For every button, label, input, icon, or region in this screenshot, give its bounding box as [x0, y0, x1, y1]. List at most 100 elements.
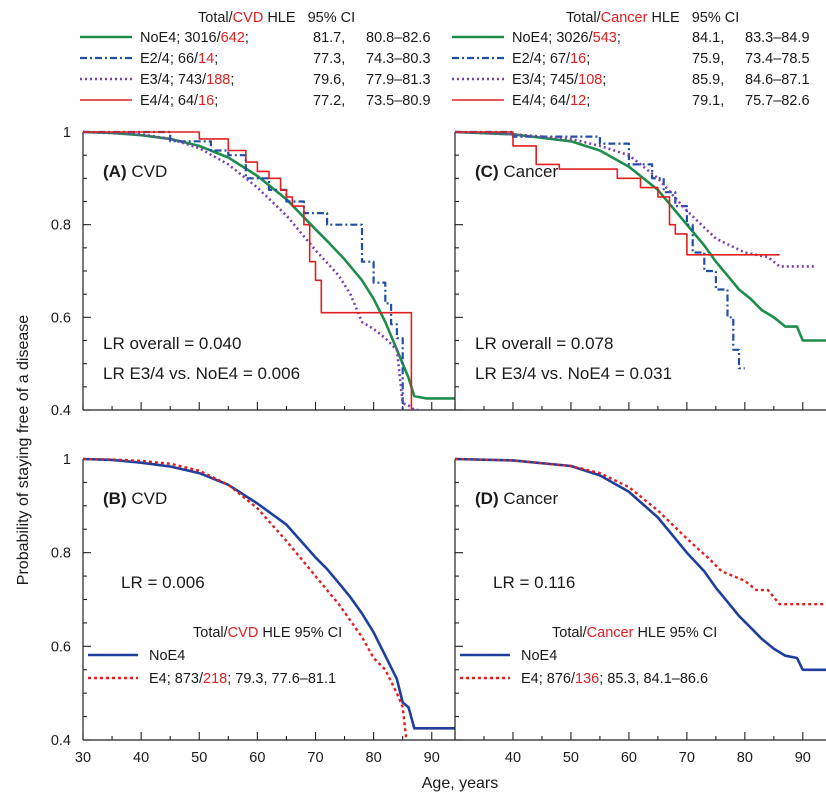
legend-row-e2-4: E2/4; 66/14; — [140, 51, 218, 67]
legend-name: E2/4; — [140, 51, 178, 67]
legend-header-post: HLE 95% CI — [263, 10, 355, 26]
lr-e34-annotation: LR E3/4 vs. NoE4 = 0.031 — [475, 364, 672, 383]
legend-events: 14 — [198, 51, 214, 67]
legend-name: NoE4; — [140, 30, 184, 46]
y-tick-label: 0.4 — [51, 403, 71, 419]
legend-sep: ; — [214, 51, 218, 67]
legend-header-event: CVD — [233, 10, 264, 26]
series-line-noe4 — [455, 457, 826, 672]
legend-events: 16 — [570, 51, 586, 67]
x-tick-label: 70 — [307, 750, 323, 766]
y-tick-label: 1 — [63, 452, 71, 468]
legend-row-e4-4: E4/4; 64/16; — [140, 93, 218, 109]
legend-events: 136 — [575, 671, 599, 687]
legend-row-e4-4: E4/4; 64/12; — [512, 93, 590, 109]
y-tick-label: 0.6 — [51, 310, 71, 326]
legend-ci: 73.4–78.5 — [745, 51, 810, 67]
legend-events: 108 — [578, 72, 602, 88]
legend-total: 743/ — [178, 72, 207, 88]
panel-legend-header: Total/Cancer HLE 95% CI — [552, 625, 717, 641]
legend-row-e3-4: E3/4; 745/108; — [512, 72, 606, 88]
legend-name: E3/4; — [140, 72, 178, 88]
legend-ci: 84.6–87.1 — [745, 72, 810, 88]
legend-events: 188 — [206, 72, 230, 88]
legend-total: 3016/ — [184, 30, 221, 46]
legend-total: 64/ — [178, 93, 199, 109]
y-tick-label: 0.8 — [51, 546, 71, 562]
legend-total: 66/ — [178, 51, 199, 67]
x-tick-label: 30 — [75, 750, 91, 766]
legend-total: E4; 876/ — [521, 671, 576, 687]
x-tick-label: 70 — [679, 750, 695, 766]
legend-ci: 77.9–81.3 — [366, 72, 431, 88]
legend-total: 67/ — [550, 51, 571, 67]
series-line-e4-4 — [455, 131, 780, 256]
y-tick-label: 0.4 — [51, 733, 71, 749]
panel-label: (A) CVD — [103, 162, 167, 181]
panel-title: Cancer — [499, 489, 559, 508]
legend-hle: 84.1, — [692, 30, 724, 46]
legend-total: 64/ — [550, 93, 571, 109]
legend-ci: 73.5–80.9 — [366, 93, 431, 109]
legend-hle: 85.9, — [692, 72, 724, 88]
series-line-e2-4 — [83, 130, 404, 410]
x-tick-label: 50 — [563, 750, 579, 766]
x-tick-label: 90 — [795, 750, 811, 766]
legend-total: 3026/ — [556, 30, 593, 46]
legend-header-event: Cancer — [601, 10, 648, 26]
legend-ci: 75.7–82.6 — [745, 93, 810, 109]
legend-row-e4: E4; 876/136; 85.3, 84.1–86.6 — [521, 671, 708, 687]
y-tick-label: 0.8 — [51, 218, 71, 234]
legend-ci: 74.3–80.3 — [366, 51, 431, 67]
legend-sep: ; — [617, 30, 621, 46]
legend-stats: ; 85.3, 84.1–86.6 — [599, 671, 708, 687]
lr-annotation: LR = 0.116 — [493, 573, 575, 592]
legend-events: 642 — [221, 30, 245, 46]
lr-annotation: LR = 0.006 — [121, 573, 205, 592]
legend-hle: 79.1, — [692, 93, 724, 109]
legend-total: 745/ — [550, 72, 579, 88]
legend-cancer-header: Total/Cancer HLE 95% CI — [566, 10, 739, 26]
legend-cancer: Total/Cancer HLE 95% CI NoE4; 3026/543; 8… — [452, 10, 810, 109]
legend-row-noe4: NoE4; 3016/642; — [140, 30, 249, 46]
panel-label: (C) Cancer — [475, 162, 558, 181]
panel-letter: (B) — [103, 489, 127, 508]
x-tick-label: 60 — [249, 750, 265, 766]
legend-row-e4: E4; 873/218; 79.3, 77.6–81.1 — [149, 671, 336, 687]
legend-name: E4/4; — [140, 93, 178, 109]
legend-ci: 83.3–84.9 — [745, 30, 810, 46]
series-line-e4 — [83, 457, 408, 740]
legend-row-noe4: NoE4 — [521, 648, 557, 664]
panel-title: Cancer — [499, 162, 559, 181]
x-tick-label: 90 — [424, 750, 440, 766]
legend-hle: 77.2, — [313, 93, 345, 109]
legend-hle: 79.6, — [313, 72, 345, 88]
legend-sep: ; — [245, 30, 249, 46]
lr-overall-annotation: LR overall = 0.078 — [475, 334, 613, 353]
panel-C: (C) Cancer LR overall = 0.078 LR E3/4 vs. … — [454, 130, 826, 411]
legend-ci: 80.8–82.6 — [366, 30, 431, 46]
legend-name: E3/4; — [512, 72, 550, 88]
legend-header-pre: Total/ — [193, 625, 229, 641]
legend-row-noe4: NoE4; 3026/543; — [512, 30, 621, 46]
panel-letter: (A) — [103, 162, 127, 181]
legend-hle: 77.3, — [313, 51, 345, 67]
legend-header-pre: Total/ — [552, 625, 588, 641]
x-tick-label: 40 — [505, 750, 521, 766]
panel-label: (D) Cancer — [475, 489, 558, 508]
series-line-e2-4 — [455, 130, 745, 370]
legend-events: 543 — [593, 30, 617, 46]
legend-events: 12 — [570, 93, 586, 109]
legend-hle: 81.7, — [313, 30, 345, 46]
x-tick-label: 40 — [133, 750, 149, 766]
legend-header-post: HLE 95% CI — [647, 10, 739, 26]
legend-sep: ; — [602, 72, 606, 88]
legend-sep: ; — [586, 51, 590, 67]
legend-header-pre: Total/ — [198, 10, 234, 26]
legend-total: E4; 873/ — [149, 671, 204, 687]
x-tick-label: 60 — [621, 750, 637, 766]
series-line-e4-4 — [83, 131, 413, 410]
legend-header-event: Cancer — [587, 625, 634, 641]
x-tick-label: 80 — [366, 750, 382, 766]
x-tick-label: 50 — [191, 750, 207, 766]
